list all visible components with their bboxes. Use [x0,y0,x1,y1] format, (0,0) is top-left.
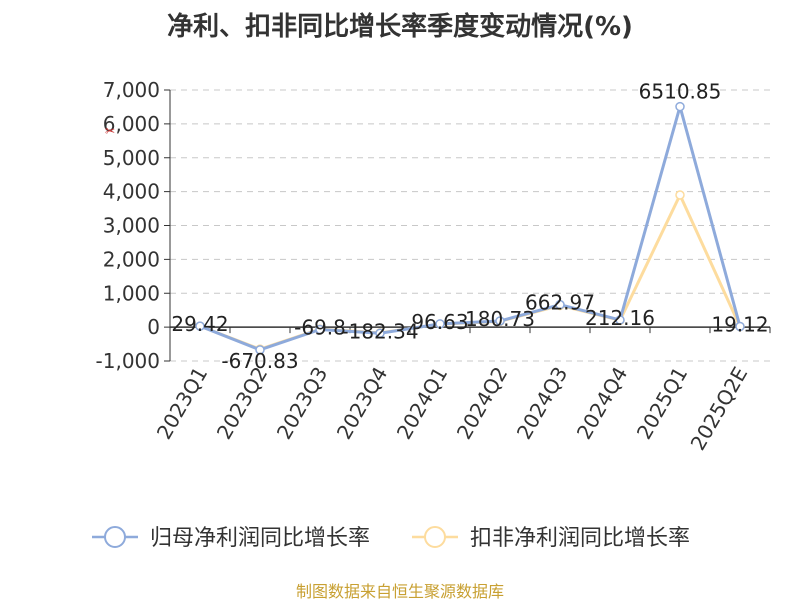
data-label: -670.83 [221,349,298,373]
series-point [675,190,685,200]
x-tick-label: 2025Q2E [686,363,753,455]
data-label: 96.63 [411,310,468,334]
x-tick-label: 2023Q1 [152,363,212,444]
data-label: 212.16 [585,306,655,330]
legend[interactable]: 归母净利润同比增长率 扣非净利润同比增长率 [92,526,690,551]
x-tick-label: 2024Q3 [512,363,572,444]
data-label: -69.8 [294,315,346,339]
data-label: 6510.85 [639,80,722,104]
y-tick-label: 3,000 [103,214,160,238]
data-label: 662.97 [525,291,595,315]
series-point [195,321,205,331]
data-label: -182.34 [341,319,418,343]
series-line [199,105,742,352]
series-point [555,299,565,310]
data-label-layer: 29.42 -670.83 -69.8-182.3496.63180.73662.9… [171,80,768,373]
y-tick-label: 4,000 [103,180,160,204]
series-point [495,316,505,326]
legend-label: 扣非净利润同比增长率 [470,526,690,551]
series-point [615,315,625,325]
x-tick-label: 2024Q1 [392,363,452,444]
axis-layer: 7,000 6,000 5,000 4,000 3,000 2,000 1,000 0 -1,0… [96,78,771,455]
data-label: 19.12 [711,312,768,336]
source-note: 制图数据来自恒生聚源数据库 [295,582,504,601]
series-point [435,319,445,329]
series-point [315,324,325,335]
series-point [735,321,745,332]
series-point [255,345,265,355]
y-tick-label: 7,000 [103,78,160,102]
y-tick-label: -1,000 [96,349,160,373]
y-tick-label: 0 [147,315,160,339]
legend-label: 归母净利润同比增长率 [150,526,370,551]
x-tick-label: 2025Q1 [632,363,692,444]
data-label: 180.73 [465,307,535,331]
x-tick-label: 2023Q2 [212,363,272,444]
series-point [675,101,685,112]
chart-title: 净利、扣非同比增长率季度变动情况(%) [167,12,633,42]
y-tick-label: 6,000 [103,112,160,136]
series-point [375,328,385,339]
y-tick-label: 5,000 [103,146,160,170]
y-tick-label: 2,000 [103,247,160,271]
x-tick-label: 2024Q2 [452,363,512,444]
y-tick-label: 1,000 [103,281,160,305]
legend-marker [104,526,126,548]
scissors-icon: ✂ [105,124,115,138]
x-tick-label: 2024Q4 [572,363,632,444]
data-label: 29.42 [171,312,228,336]
legend-marker [424,526,446,548]
series-layer [195,101,745,355]
x-tick-label: 2023Q4 [332,363,392,444]
x-tick-label: 2023Q3 [272,363,332,444]
